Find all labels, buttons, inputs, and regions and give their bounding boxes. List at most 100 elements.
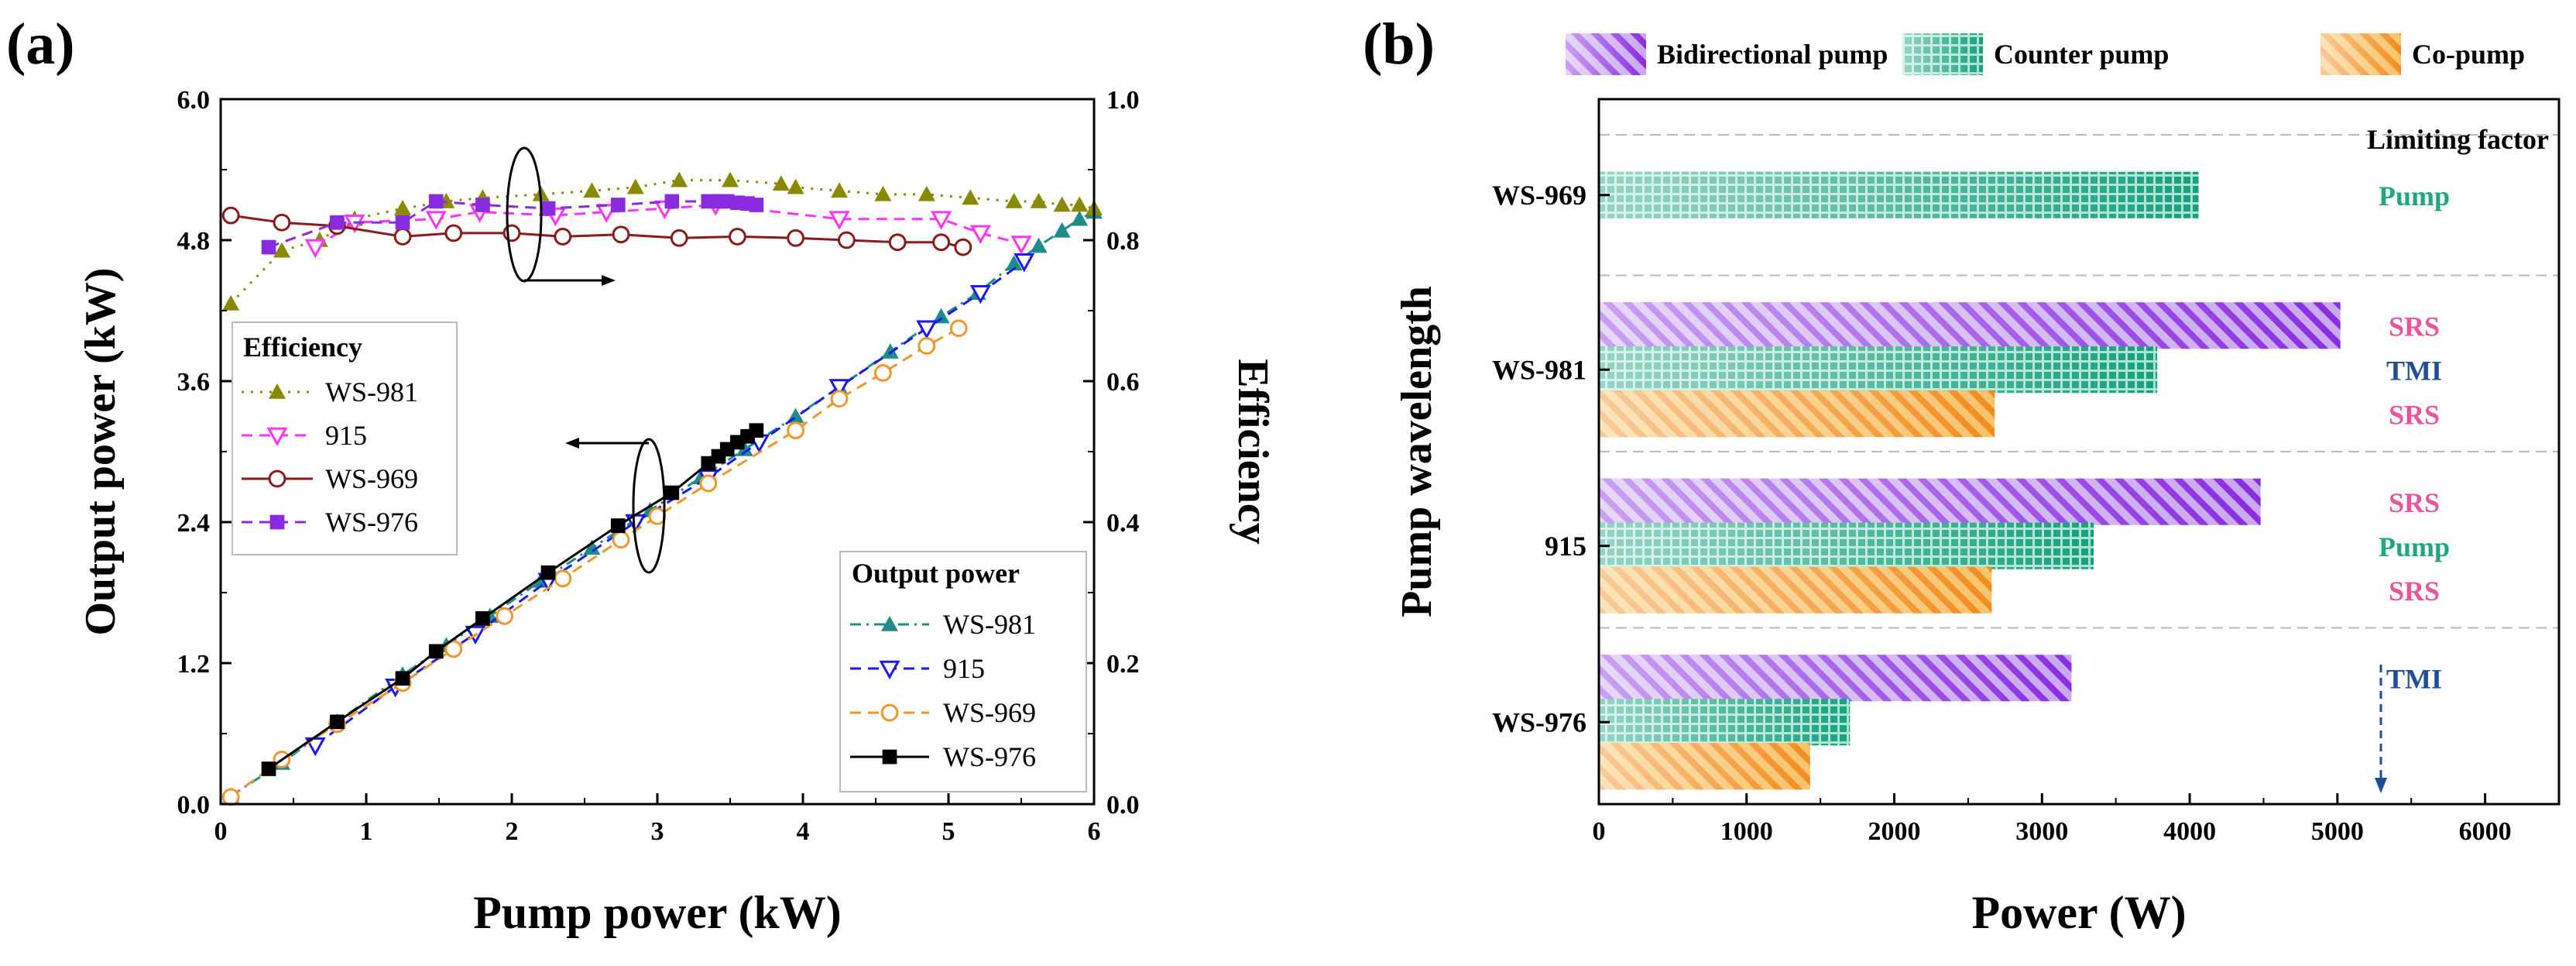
efficiency-axis-arrowhead bbox=[602, 275, 616, 286]
efficiency-point-ws-976 bbox=[428, 194, 444, 209]
output-point-ws-981 bbox=[1071, 210, 1089, 226]
panel-a-ticks: 0 1 2 3 4 5 60.01.22.43.64.86.00.00.20.40.60.8… bbox=[177, 86, 1140, 846]
bar-highlight-bidirectional bbox=[1599, 302, 2341, 349]
output-line-ws-981 bbox=[230, 211, 1095, 797]
efficiency-point-ws-981 bbox=[1030, 192, 1048, 208]
bar-highlight-copump bbox=[1599, 566, 1992, 614]
b-x-tick-label: 4000 bbox=[2163, 817, 2216, 846]
output-point-ws-976 bbox=[540, 565, 556, 580]
a-y-tick-label: 2.4 bbox=[177, 509, 211, 538]
limiting-factor-labels: Pump SRS TMI SRS SRS Pump SRS TMI bbox=[2379, 180, 2450, 695]
efficiency-point-ws-976 bbox=[610, 198, 626, 212]
efficiency-point-ws-969 bbox=[221, 206, 240, 225]
output-point-ws-981 bbox=[881, 343, 899, 359]
output-point-915 bbox=[1014, 253, 1035, 273]
output-group-ellipse bbox=[632, 438, 666, 574]
output-point-ws-981 bbox=[1005, 255, 1023, 271]
limiting-factor-title: Limiting factor bbox=[2367, 124, 2549, 155]
panel-b-bars bbox=[1599, 171, 2341, 790]
efficiency-point-ws-981 bbox=[626, 178, 644, 194]
efficiency-point-ws-976 bbox=[540, 201, 556, 216]
output-legend-marker bbox=[881, 616, 898, 631]
efficiency-point-ws-981 bbox=[722, 171, 739, 187]
bar-highlight-counter bbox=[1599, 171, 2199, 218]
output-point-ws-981 bbox=[1030, 237, 1048, 253]
efficiency-point-ws-981 bbox=[671, 171, 688, 187]
a-x-tick-label: 6 bbox=[1088, 817, 1101, 846]
efficiency-legend-items: WS-981 915 WS-969 WS-976 bbox=[242, 376, 418, 538]
efficiency-point-ws-976 bbox=[749, 198, 764, 212]
efficiency-point-ws-976 bbox=[475, 198, 490, 212]
panel-b: (b) Bidirectional pump Counter pump Co-pum… bbox=[1363, 12, 2561, 938]
bar-highlight-bidirectional bbox=[1599, 478, 2261, 525]
efficiency-point-915 bbox=[931, 211, 952, 230]
panel-b-legend: Bidirectional pump Counter pump Co-pump bbox=[1566, 33, 2525, 75]
efficiency-legend-label: WS-981 bbox=[325, 376, 418, 407]
limiting-factor-label: SRS bbox=[2389, 487, 2440, 518]
output-point-ws-976 bbox=[664, 485, 680, 500]
panel-a-series bbox=[221, 171, 1103, 806]
a-x-tick-label: 0 bbox=[214, 817, 228, 846]
b-x-tick-label: 0 bbox=[1593, 817, 1606, 846]
a-y2-tick-label: 0.2 bbox=[1106, 650, 1140, 679]
a-y-tick-label: 0.0 bbox=[177, 791, 211, 820]
efficiency-point-ws-969 bbox=[838, 231, 856, 249]
output-point-ws-981 bbox=[736, 440, 753, 456]
b-x-tick-label: 3000 bbox=[2015, 817, 2068, 846]
output-point-ws-969 bbox=[221, 788, 240, 806]
bar-highlight-copump bbox=[1599, 743, 1810, 790]
output-legend-items: WS-981 915 WS-969 WS-976 bbox=[850, 609, 1036, 772]
output-point-ws-981 bbox=[583, 539, 601, 555]
b-category-label: WS-981 bbox=[1492, 354, 1586, 385]
output-axis-arrowhead bbox=[565, 438, 579, 449]
efficiency-point-ws-969 bbox=[273, 213, 291, 232]
bar-highlight-counter bbox=[1599, 346, 2158, 394]
efficiency-legend bbox=[232, 321, 458, 555]
efficiency-legend-label: WS-969 bbox=[325, 463, 418, 494]
efficiency-point-ws-976 bbox=[261, 239, 276, 255]
output-point-ws-976 bbox=[475, 611, 490, 626]
b-x-axis-label: Power (W) bbox=[1971, 887, 2186, 938]
panel-label-a: (a) bbox=[6, 12, 75, 77]
limit-arrowhead bbox=[2375, 778, 2387, 793]
efficiency-legend-marker bbox=[266, 427, 288, 447]
a-x-tick-label: 4 bbox=[797, 817, 810, 846]
efficiency-legend-label: WS-976 bbox=[325, 507, 418, 538]
b-y-axis-label: Pump wavelength bbox=[1393, 286, 1441, 617]
efficiency-point-ws-981 bbox=[918, 185, 935, 201]
limiting-factor-label: SRS bbox=[2389, 576, 2440, 607]
efficiency-point-915 bbox=[425, 211, 447, 230]
output-legend-label: WS-969 bbox=[943, 697, 1036, 728]
efficiency-line-915 bbox=[314, 203, 1022, 249]
efficiency-point-ws-981 bbox=[583, 182, 601, 198]
a-y-tick-label: 6.0 bbox=[177, 86, 211, 115]
output-point-ws-981 bbox=[1053, 222, 1071, 238]
a-y2-tick-label: 1.0 bbox=[1106, 86, 1140, 115]
panel-label-b: (b) bbox=[1363, 12, 1435, 77]
output-point-ws-969 bbox=[830, 390, 849, 408]
bar-highlight-counter bbox=[1599, 522, 2094, 569]
legend-swatch-highlight-counter bbox=[1902, 33, 1983, 75]
output-legend-label: 915 bbox=[943, 653, 985, 684]
efficiency-point-ws-969 bbox=[787, 229, 804, 247]
a-y-tick-label: 1.2 bbox=[177, 650, 211, 679]
legend-swatch-highlight-bidirectional bbox=[1566, 33, 1646, 75]
legend-swatch-highlight-copump bbox=[2320, 33, 2401, 75]
a-y-tick-label: 4.8 bbox=[177, 227, 211, 256]
efficiency-point-ws-981 bbox=[874, 185, 892, 201]
legend-label-counter: Counter pump bbox=[1994, 39, 2169, 70]
efficiency-point-915 bbox=[828, 211, 850, 230]
efficiency-point-ws-981 bbox=[831, 182, 848, 198]
output-legend bbox=[839, 551, 1087, 792]
panel-b-ticks: 0 1000 2000 3000 4000 5000 6000 WS-969 WS-981 915… bbox=[1492, 180, 2560, 846]
efficiency-point-ws-969 bbox=[729, 228, 746, 246]
output-point-ws-976 bbox=[749, 423, 764, 438]
panel-b-gridlines bbox=[1599, 134, 2559, 629]
panel-b-frame bbox=[1597, 98, 2561, 806]
efficiency-point-915 bbox=[1010, 235, 1032, 255]
output-point-ws-969 bbox=[648, 507, 667, 525]
efficiency-point-ws-981 bbox=[222, 294, 240, 311]
output-legend-marker bbox=[879, 660, 900, 680]
output-point-915 bbox=[828, 379, 850, 398]
output-point-ws-969 bbox=[949, 319, 968, 338]
